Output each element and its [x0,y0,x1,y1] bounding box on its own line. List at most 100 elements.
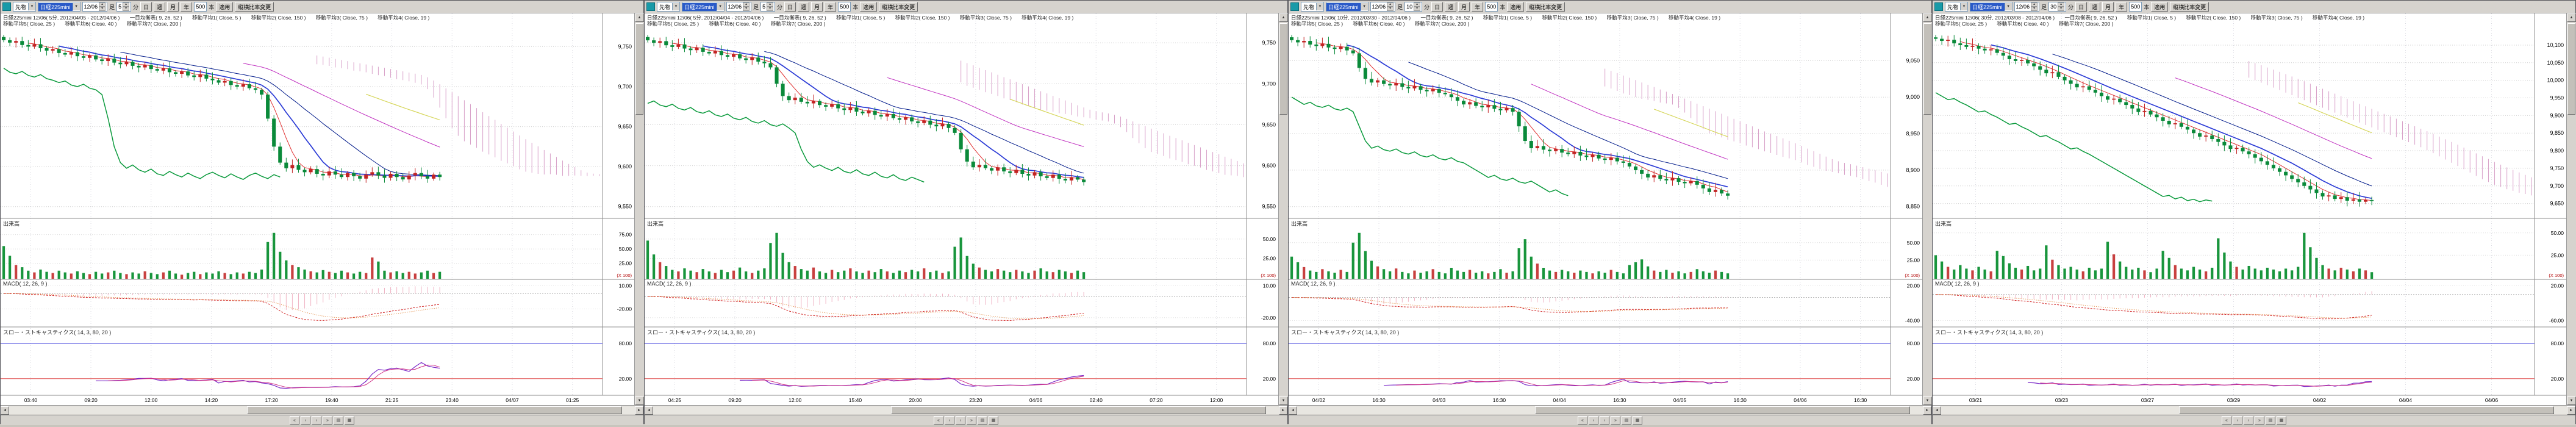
symbol-select[interactable]: 日経225mini ▼ [38,2,80,12]
period-month-button[interactable]: 月 [2102,2,2114,12]
market-select[interactable]: 先物 ▼ [657,2,681,12]
page-last-icon[interactable]: » [2255,416,2264,425]
page-prev-icon[interactable]: ‹ [2233,416,2242,425]
page-first-icon[interactable]: « [934,416,943,425]
horizontal-scrollbar[interactable]: ◄ ► [1,405,643,415]
bars-field[interactable]: 500 [838,2,851,12]
horizontal-scroll-thumb[interactable] [890,406,1267,414]
spinner-down-icon[interactable]: ▼ [1414,7,1421,11]
scroll-right-icon[interactable]: ► [1279,406,1287,415]
scroll-left-icon[interactable]: ◄ [1289,406,1297,415]
spinner-up-icon[interactable]: ▲ [2058,2,2065,7]
apply-button[interactable]: 適用 [2151,2,2169,12]
spinner-up-icon[interactable]: ▲ [123,2,130,7]
minutes-field[interactable]: 5 ▲ ▼ [760,2,776,12]
scroll-up-icon[interactable]: ▲ [2567,13,2576,22]
spinner-down-icon[interactable]: ▼ [123,7,130,11]
vertical-scroll-thumb[interactable] [635,23,643,115]
period-day-button[interactable]: 日 [2075,2,2088,12]
page-last-icon[interactable]: » [323,416,332,425]
page-prev-icon[interactable]: ‹ [945,416,954,425]
horizontal-scroll-track[interactable] [653,406,1279,414]
bars-field[interactable]: 500 [2129,2,2142,12]
spinner-up-icon[interactable]: ▲ [1414,2,1421,7]
scroll-down-icon[interactable]: ▼ [1279,396,1288,405]
apply-button[interactable]: 適用 [216,2,234,12]
bars-field[interactable]: 500 [1485,2,1498,12]
minutes-field[interactable]: 30 ▲ ▼ [2048,2,2067,12]
minutes-spinner[interactable]: ▲ ▼ [123,2,130,11]
minutes-field[interactable]: 5 ▲ ▼ [116,2,132,12]
date-field[interactable]: 12/06 ▲ ▼ [1370,2,1396,12]
date-field[interactable]: 12/06 ▲ ▼ [726,2,752,12]
scroll-left-icon[interactable]: ◄ [1,406,9,415]
period-day-button[interactable]: 日 [140,2,152,12]
vertical-scrollbar[interactable]: ▲ ▼ [2566,13,2576,405]
horizontal-scroll-thumb[interactable] [1534,406,1911,414]
spinner-down-icon[interactable]: ▼ [743,7,750,11]
spinner-up-icon[interactable]: ▲ [743,2,750,7]
spinner-down-icon[interactable]: ▼ [2031,7,2038,11]
spinner-up-icon[interactable]: ▲ [2031,2,2038,7]
spinner-down-icon[interactable]: ▼ [2058,7,2065,11]
minutes-spinner[interactable]: ▲ ▼ [1414,2,1421,11]
spinner-down-icon[interactable]: ▼ [767,7,774,11]
scroll-up-icon[interactable]: ▲ [635,13,644,22]
page-prev-icon[interactable]: ‹ [1589,416,1598,425]
market-select[interactable]: 先物 ▼ [1301,2,1325,12]
date-spinner[interactable]: ▲ ▼ [1387,2,1394,11]
date-spinner[interactable]: ▲ ▼ [99,2,106,11]
period-week-button[interactable]: 週 [1445,2,1457,12]
period-week-button[interactable]: 週 [154,2,166,12]
minutes-spinner[interactable]: ▲ ▼ [767,2,774,11]
period-day-button[interactable]: 日 [1431,2,1444,12]
horizontal-scrollbar[interactable]: ◄ ► [645,405,1287,415]
scroll-down-icon[interactable]: ▼ [635,396,644,405]
minutes-field[interactable]: 10 ▲ ▼ [1404,2,1423,12]
page-next-icon[interactable]: › [312,416,321,425]
page-first-icon[interactable]: « [1578,416,1587,425]
symbol-select[interactable]: 日経225mini ▼ [1970,2,2012,12]
scroll-down-icon[interactable]: ▼ [2567,396,2576,405]
horizontal-scroll-track[interactable] [1941,406,2567,414]
horizontal-scroll-track[interactable] [9,406,635,414]
ratio-button[interactable]: 縦横比率変更 [879,2,918,12]
bars-field[interactable]: 500 [194,2,207,12]
page-last-icon[interactable]: » [967,416,976,425]
scroll-left-icon[interactable]: ◄ [645,406,653,415]
ratio-button[interactable]: 縦横比率変更 [2170,2,2209,12]
apply-button[interactable]: 適用 [860,2,878,12]
layout-icon[interactable]: ▤ [1622,416,1631,425]
page-first-icon[interactable]: « [2222,416,2231,425]
minutes-spinner[interactable]: ▲ ▼ [2058,2,2065,11]
vertical-scroll-thumb[interactable] [1279,23,1287,115]
page-next-icon[interactable]: › [956,416,965,425]
period-year-button[interactable]: 年 [2116,2,2128,12]
period-year-button[interactable]: 年 [825,2,837,12]
scroll-right-icon[interactable]: ► [635,406,643,415]
ratio-button[interactable]: 縦横比率変更 [1526,2,1565,12]
vertical-scrollbar[interactable]: ▲ ▼ [1922,13,1932,405]
scroll-left-icon[interactable]: ◄ [1933,406,1941,415]
date-spinner[interactable]: ▲ ▼ [743,2,750,11]
vertical-scrollbar[interactable]: ▲ ▼ [634,13,644,405]
date-field[interactable]: 12/06 ▲ ▼ [2014,2,2040,12]
scroll-up-icon[interactable]: ▲ [1279,13,1288,22]
apply-button[interactable]: 適用 [1507,2,1525,12]
scroll-right-icon[interactable]: ► [2567,406,2575,415]
horizontal-scrollbar[interactable]: ◄ ► [1933,405,2575,415]
period-month-button[interactable]: 月 [1458,2,1470,12]
market-select[interactable]: 先物 ▼ [13,2,37,12]
spinner-up-icon[interactable]: ▲ [1387,2,1394,7]
symbol-select[interactable]: 日経225mini ▼ [682,2,724,12]
scroll-down-icon[interactable]: ▼ [1923,396,1932,405]
ratio-button[interactable]: 縦横比率変更 [235,2,274,12]
horizontal-scrollbar[interactable]: ◄ ► [1289,405,1931,415]
period-month-button[interactable]: 月 [167,2,179,12]
scroll-right-icon[interactable]: ► [1923,406,1931,415]
horizontal-scroll-thumb[interactable] [246,406,623,414]
page-last-icon[interactable]: » [1611,416,1620,425]
spinner-down-icon[interactable]: ▼ [99,7,106,11]
grid-icon[interactable]: ▦ [2277,416,2286,425]
period-year-button[interactable]: 年 [181,2,193,12]
